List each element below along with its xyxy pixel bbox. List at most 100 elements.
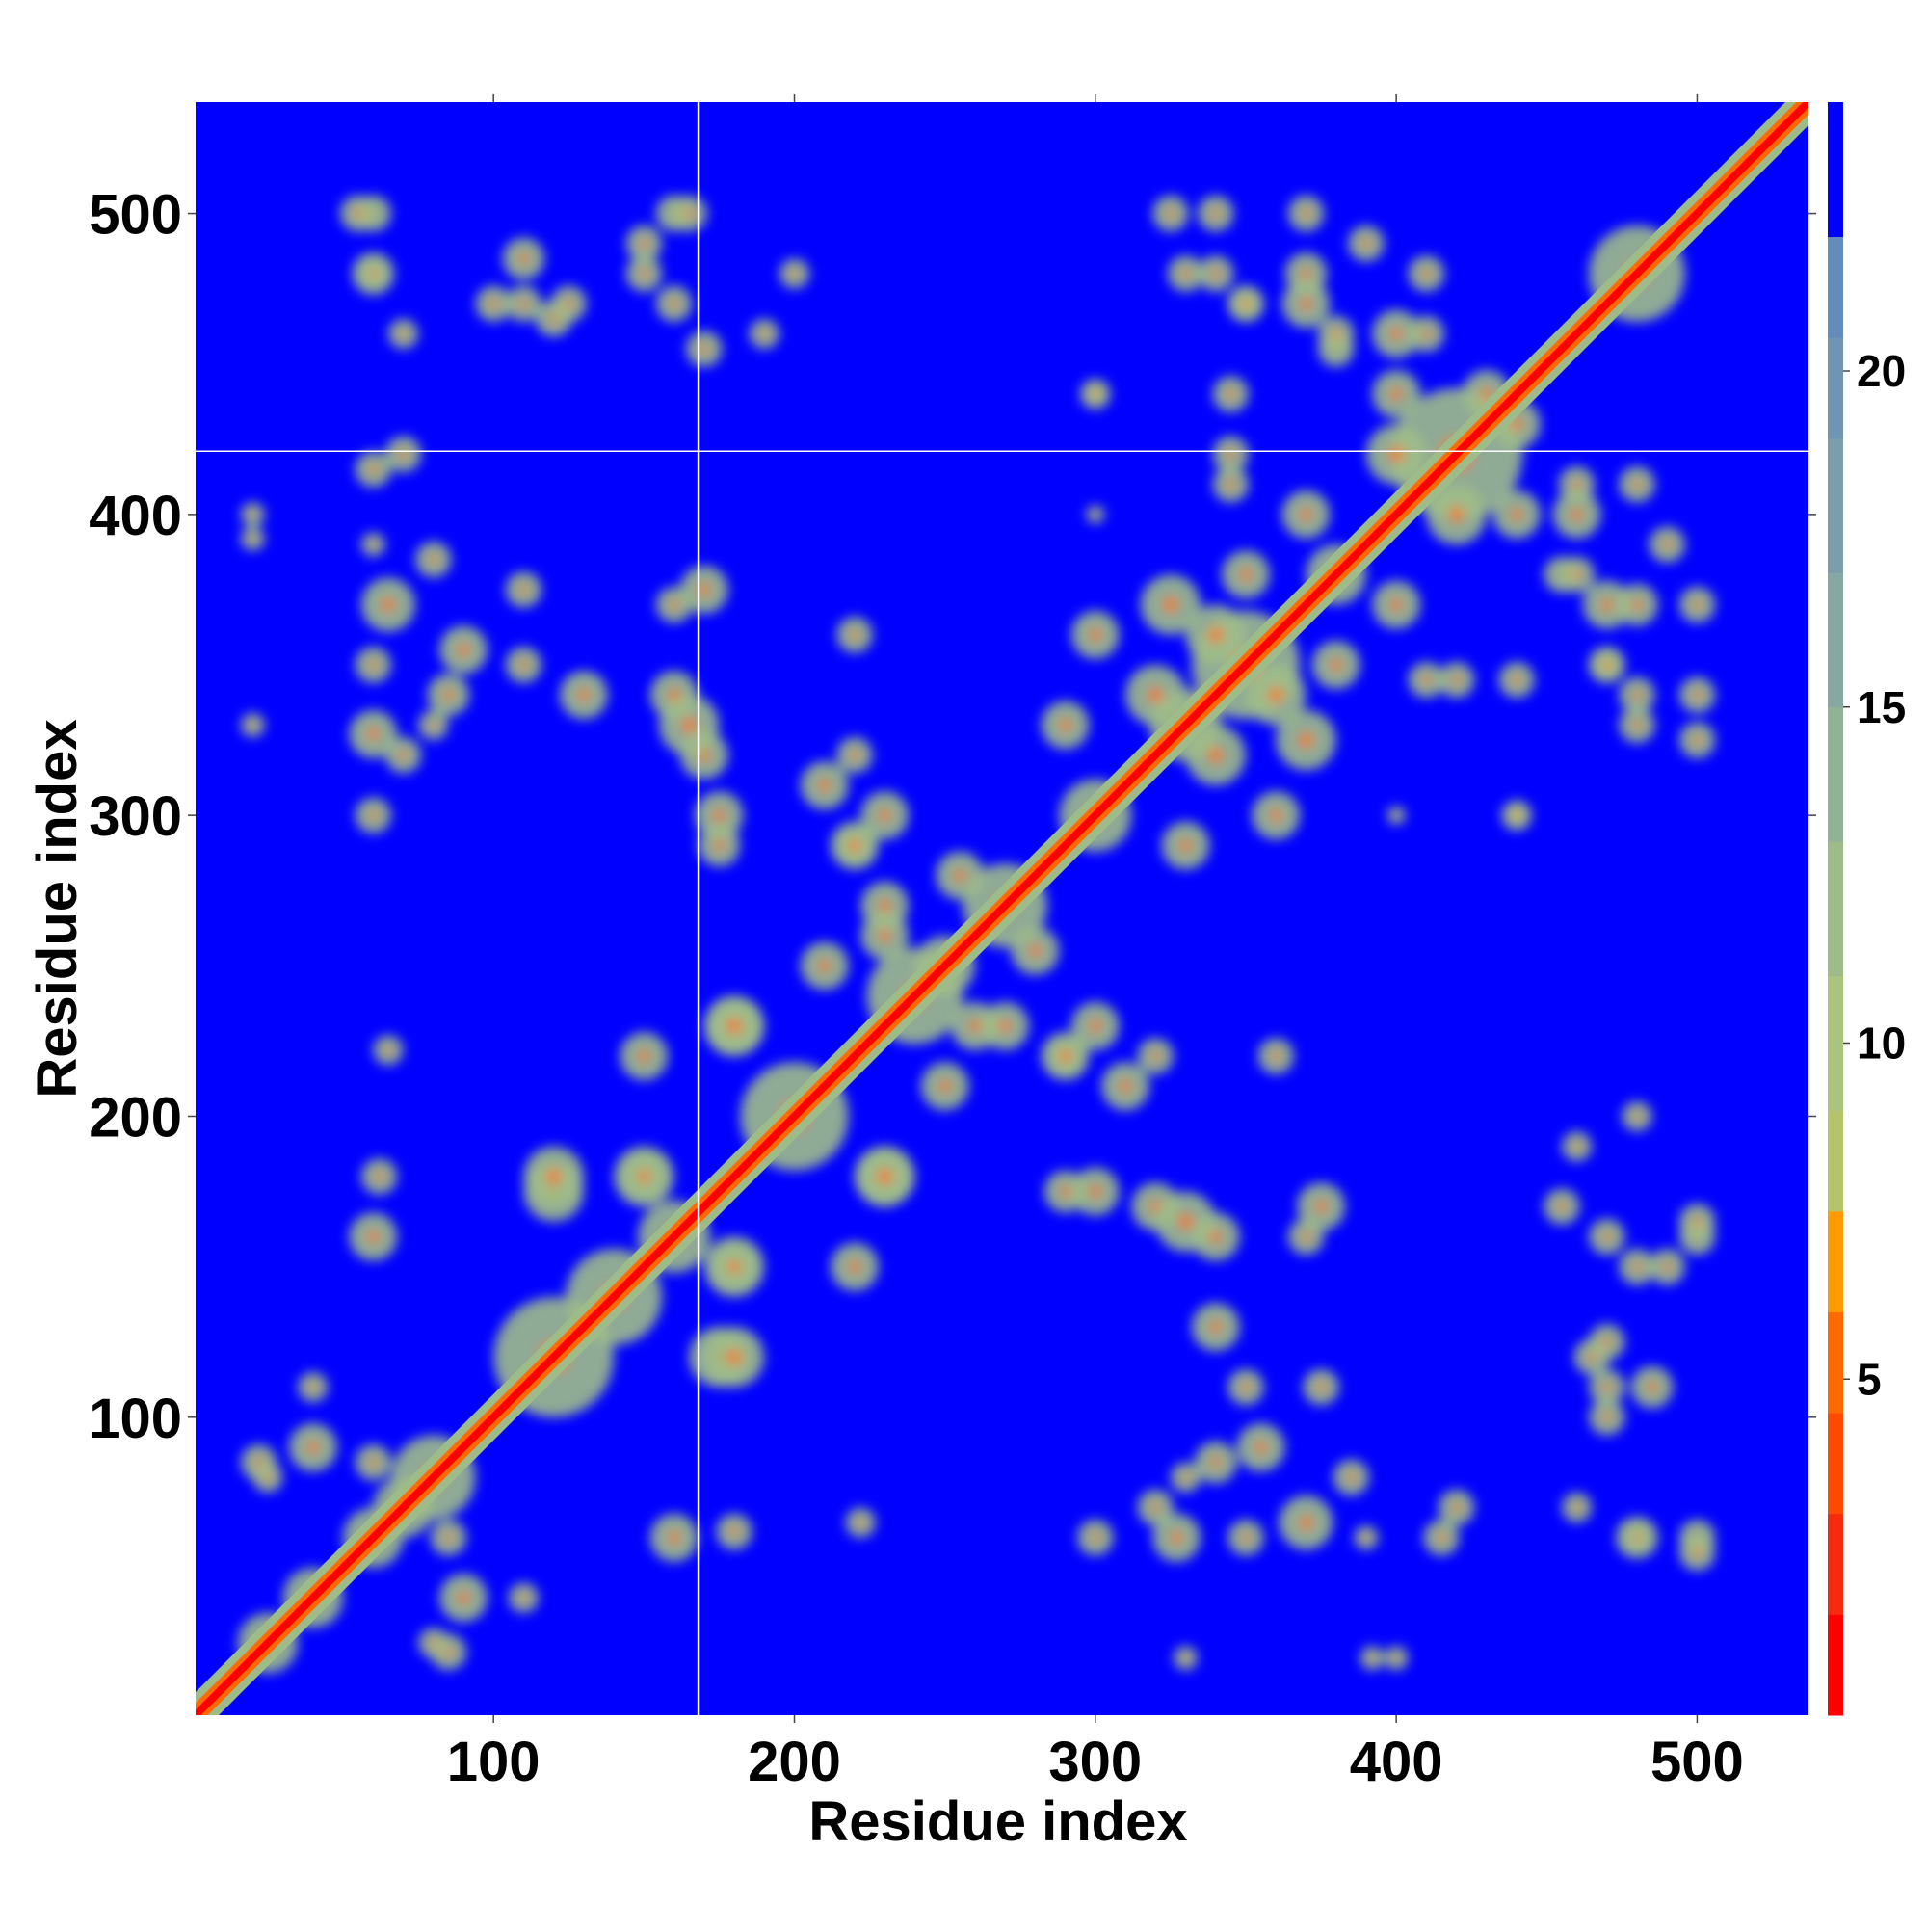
contact-core [1269,808,1282,822]
x-tick-label: 400 [1350,1731,1443,1793]
contact-core [1177,1213,1194,1230]
y-tick-label: 500 [89,184,182,247]
contact-core [968,1019,982,1033]
contact-core [1163,596,1178,613]
contact-core [1179,839,1192,852]
contact-core [1662,1261,1672,1272]
contact-regions [237,195,1716,1674]
contact-core [250,722,256,728]
contact-core [848,1260,861,1273]
contact-core [954,869,966,882]
x-tick-label: 300 [1048,1731,1142,1793]
colorbar-band [1828,236,1843,338]
plot-area [196,102,1808,1715]
contact-core [398,751,409,760]
contact-core [877,1169,893,1184]
colorbar-band [1828,437,1843,573]
contact-core [1089,1185,1102,1198]
contact-core [1692,690,1703,700]
contact-core [1631,599,1643,611]
contact-core [368,464,378,474]
contact-core [367,728,380,741]
contact-core [1209,1320,1222,1334]
contact-core [383,1045,392,1054]
contact-core [1119,1080,1132,1093]
contact-core [353,208,363,219]
x-axis-title: Residue index [808,1790,1187,1853]
contact-core [713,808,726,822]
contact-core [368,810,378,820]
contact-core [1239,569,1253,581]
contact-core [1421,269,1432,278]
contact-core [488,299,498,308]
contact-core [399,330,408,338]
contact-core [429,721,437,729]
contact-core [306,1441,320,1454]
contact-core [1513,811,1520,820]
contact-core [308,1383,317,1391]
x-tick-label: 500 [1650,1731,1744,1793]
contact-core [1557,1202,1567,1211]
contact-core [443,1533,454,1543]
contact-core [369,270,378,278]
colorbar-band [1828,1513,1843,1615]
colorbar: 5 10 15 20 [1828,102,1906,1716]
contact-core [1300,268,1311,279]
contact-core [250,511,256,517]
contact-core [1029,944,1042,957]
contact-core [1181,1473,1190,1482]
y-tick-label: 400 [89,485,182,547]
contact-core [1572,1142,1581,1151]
contact-core [669,599,679,610]
contact-core [1389,387,1403,401]
contact-core [1602,1382,1612,1392]
contact-core [1600,598,1613,611]
contact-core [1510,417,1523,431]
colorbar-band [1828,1311,1843,1414]
contact-core [457,1591,470,1604]
colorbar-band [1828,572,1843,708]
contact-core [760,330,769,338]
contact-core [1268,687,1284,703]
contact-core [264,1473,272,1482]
contact-core [1389,598,1403,611]
contact-core [1091,390,1099,398]
contact-core [1602,1231,1612,1242]
contact-core [1692,735,1703,745]
contact-core [818,779,831,792]
contact-core [1602,1413,1612,1422]
contact-core [548,314,559,324]
contact-core [1182,1654,1189,1661]
contact-core [1316,1382,1326,1392]
contact-core [1300,298,1312,310]
contact-core [1571,569,1582,580]
contact-core [1362,1534,1370,1541]
contact-core [1451,675,1462,685]
contact-core [1301,1231,1311,1242]
contact-core [1692,599,1703,610]
contact-core [1361,239,1371,249]
contact-core [700,344,709,354]
colorbar-band [1828,706,1843,842]
y-axis-title: Residue index [26,719,89,1098]
contact-core [727,1260,741,1273]
contact-core [545,1169,562,1184]
contact-core [878,929,891,942]
contact-core [398,449,409,460]
contact-core [1437,1533,1446,1543]
contact-core [1089,1019,1102,1033]
contact-core [850,751,859,760]
contact-core [1226,449,1236,460]
contact-core [1692,1548,1703,1558]
contact-core [1512,675,1521,685]
contact-core [1389,328,1403,340]
contact-core [818,960,831,972]
contact-core [1571,479,1582,490]
contact-core [1314,1200,1328,1213]
colorbar-band [1828,102,1843,237]
contact-core [1662,540,1672,549]
contact-core [668,1531,680,1544]
contact-core [1647,1382,1658,1393]
contact-core [1271,1051,1280,1061]
